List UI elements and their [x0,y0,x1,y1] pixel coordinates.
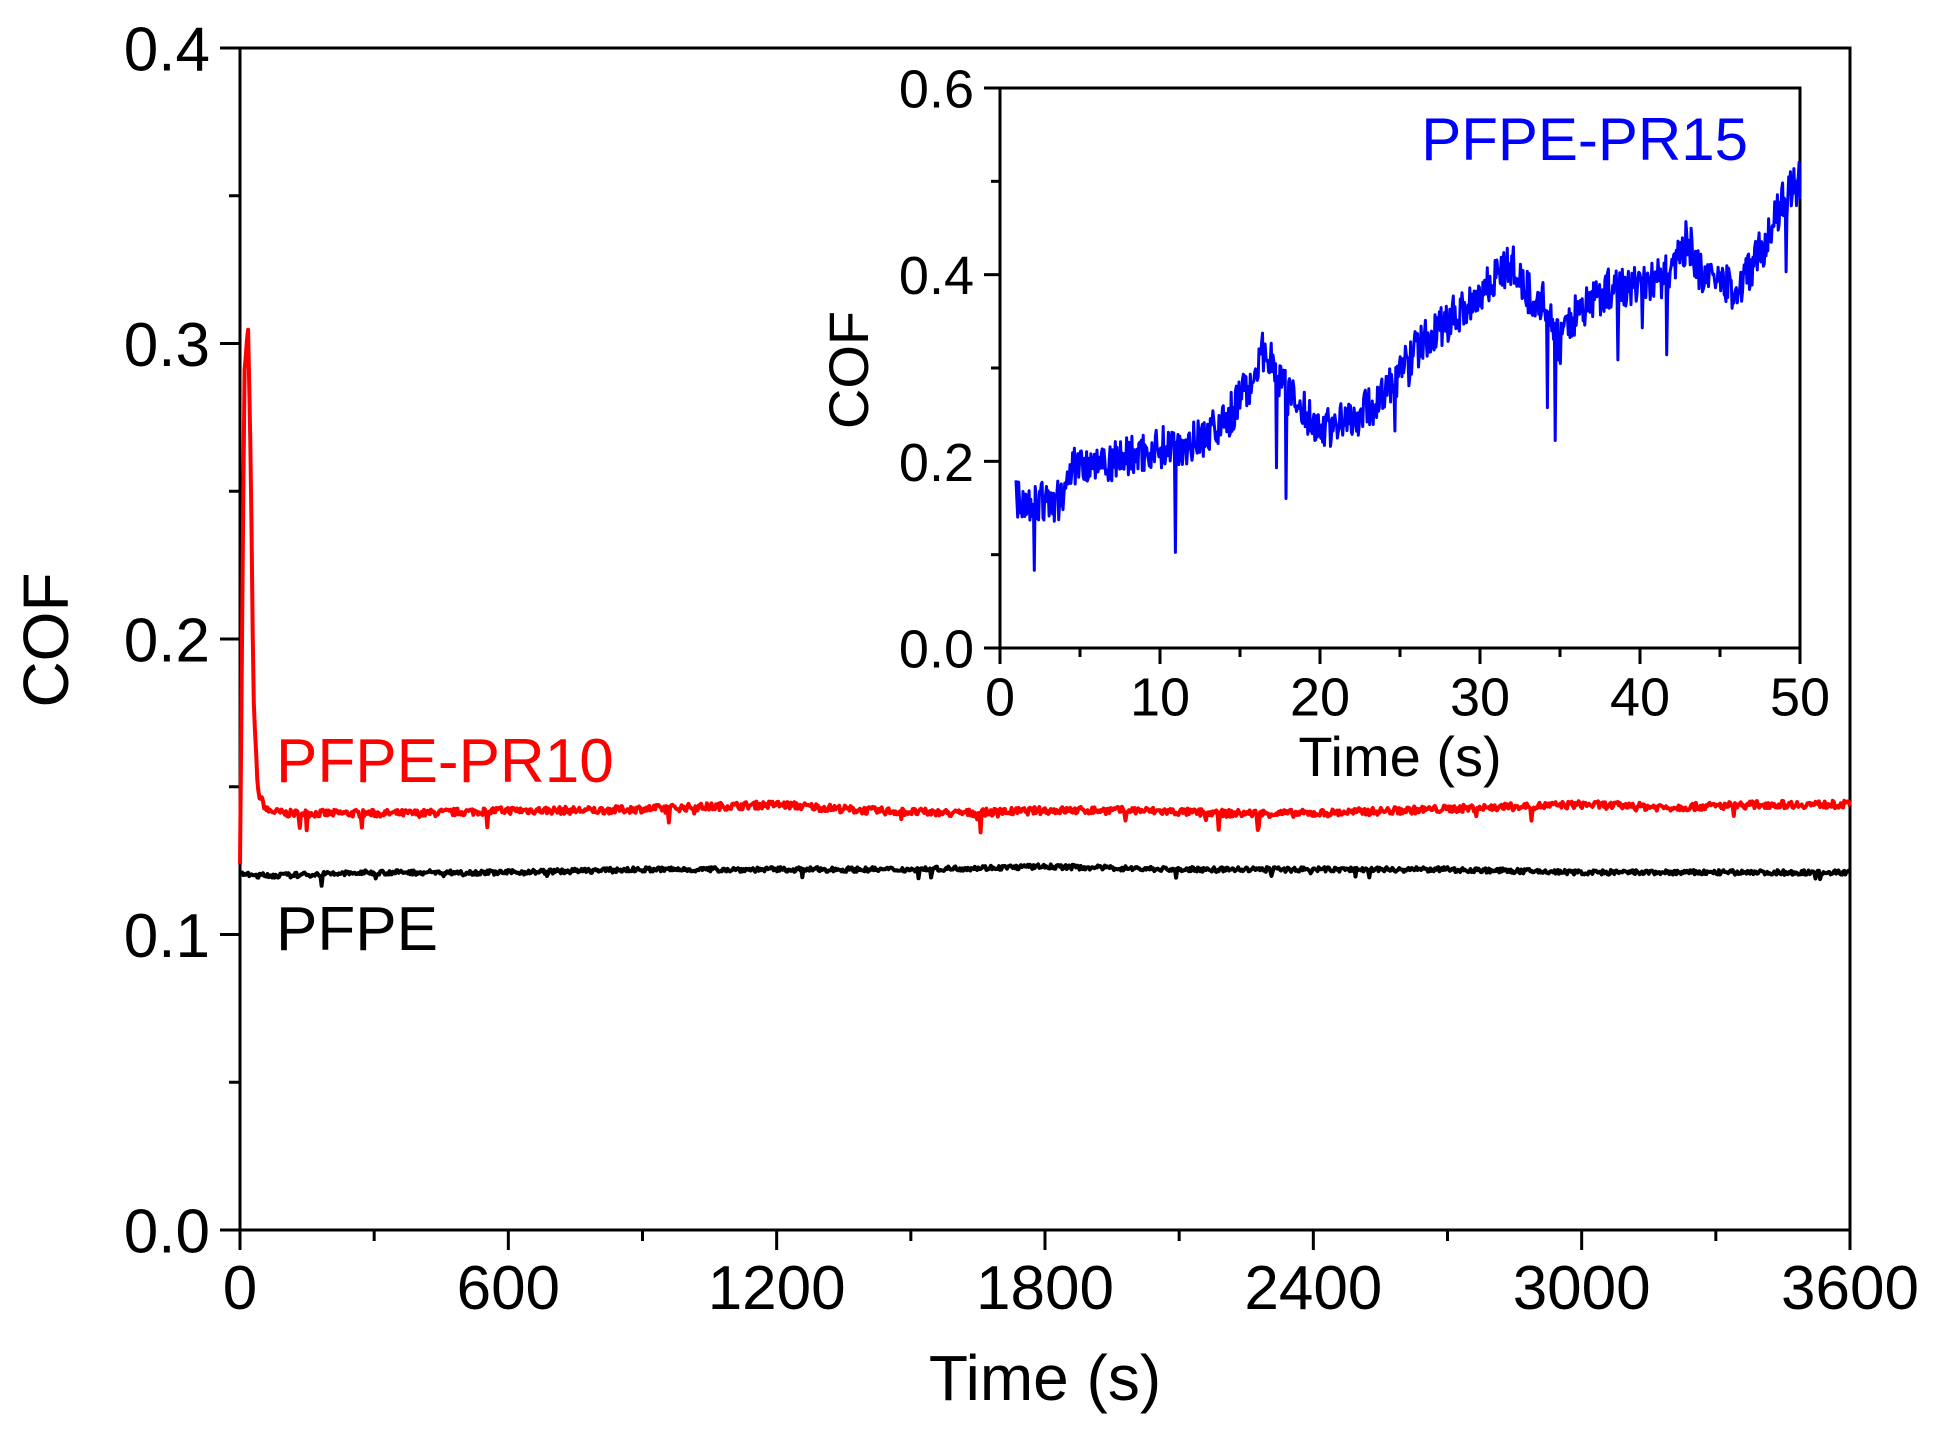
x-tick-label: 20 [1290,667,1350,727]
main-y-axis: 0.0 0.1 0.2 0.3 0.4 [124,15,240,1266]
inset-plot: 0.0 0.2 0.4 0.6 0 10 20 30 40 50 Time (s) COF PF… [817,59,1830,788]
main-series-group [238,327,1852,888]
x-tick-label: 0 [985,667,1015,727]
x-tick-label: 30 [1450,667,1510,727]
y-tick-label: 0.3 [124,311,210,380]
y-tick-label: 0.2 [124,606,210,675]
y-tick-label: 0.0 [899,619,974,679]
y-tick-label: 0.0 [124,1197,210,1266]
x-tick-label: 10 [1130,667,1190,727]
y-tick-label: 0.4 [899,246,974,306]
main-plot: 0.0 0.1 0.2 0.3 0.4 0 600 1200 1800 2400 3000 3600… [10,15,1919,1414]
main-x-axis-label: Time (s) [929,1342,1161,1414]
y-tick-label: 0.2 [899,433,974,493]
main-y-axis-label: COF [10,572,82,707]
x-tick-label: 0 [223,1254,257,1323]
x-tick-label: 2400 [1244,1254,1382,1323]
y-tick-label: 0.6 [899,59,974,119]
main-x-axis: 0 600 1200 1800 2400 3000 3600 [223,1230,1919,1323]
label-pfpe: PFPE [276,895,438,964]
x-tick-label: 1800 [976,1254,1114,1323]
inset-y-axis: 0.0 0.2 0.4 0.6 [899,59,1000,679]
inset-series-group [1014,160,1802,572]
x-tick-label: 40 [1610,667,1670,727]
inset-x-axis: 0 10 20 30 40 50 [985,648,1830,727]
y-tick-label: 0.4 [124,15,210,84]
series-line-pfpe [239,862,1852,888]
label-pfpe-pr15: PFPE-PR15 [1421,106,1748,173]
series-line-pfpe-pr10 [238,327,1852,865]
x-tick-label: 3600 [1781,1254,1919,1323]
label-pfpe-pr10: PFPE-PR10 [276,727,614,796]
series-line-pfpe-pr15 [1014,160,1802,572]
x-tick-label: 600 [457,1254,560,1323]
inset-y-axis-label: COF [817,311,880,429]
y-tick-label: 0.1 [124,902,210,971]
x-tick-label: 1200 [708,1254,846,1323]
inset-x-axis-label: Time (s) [1298,725,1501,788]
x-tick-label: 3000 [1513,1254,1651,1323]
x-tick-label: 50 [1770,667,1830,727]
